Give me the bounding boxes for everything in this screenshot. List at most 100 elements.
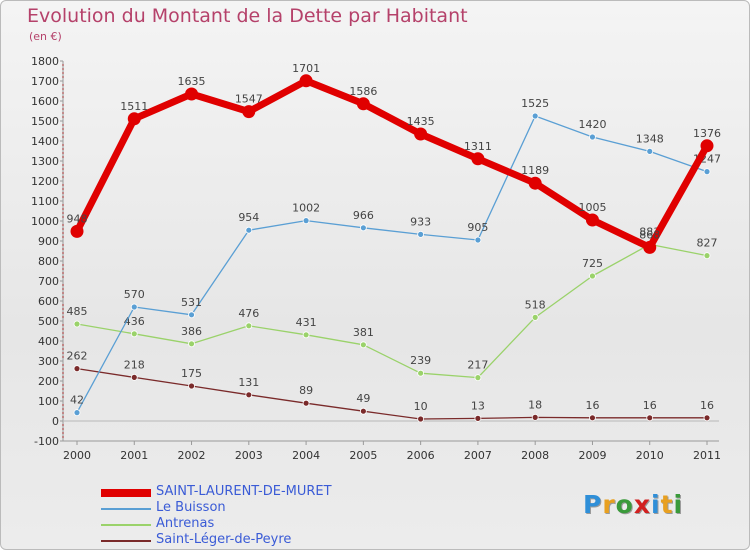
axes: -100 0 100 200 300 400 500 600 700 800 900 1000 1100… bbox=[31, 55, 721, 462]
data-point bbox=[417, 369, 425, 377]
data-point bbox=[528, 176, 542, 190]
legend-swatch-antrenas bbox=[101, 524, 151, 526]
logo-letter: i bbox=[673, 490, 684, 519]
data-point bbox=[70, 224, 84, 238]
legend-label-le-buisson: Le Buisson bbox=[156, 500, 226, 515]
y-tick-label: -100 bbox=[34, 435, 59, 448]
data-point bbox=[531, 313, 539, 321]
y-tick-label: 1500 bbox=[31, 115, 59, 128]
series-layer: 262 218 175 131 89 49 10 13 18 16 16 16 485 436 386 476… bbox=[67, 62, 721, 423]
data-point bbox=[703, 252, 711, 260]
data-label: 217 bbox=[467, 359, 488, 372]
data-label: 49 bbox=[356, 392, 370, 405]
data-label: 1586 bbox=[349, 85, 377, 98]
y-tick-label: 300 bbox=[38, 355, 59, 368]
y-tick-label: 700 bbox=[38, 275, 59, 288]
y-tick-label: 1600 bbox=[31, 95, 59, 108]
data-point bbox=[589, 133, 596, 141]
data-label: 948 bbox=[67, 212, 88, 225]
data-label: 966 bbox=[353, 209, 374, 222]
data-label: 1348 bbox=[636, 132, 664, 145]
data-point bbox=[188, 340, 195, 348]
data-label: 905 bbox=[467, 221, 488, 234]
data-point bbox=[245, 391, 253, 399]
series-0: 948 1511 1635 1547 1701 1586 1435 1311 1189 1005 8… bbox=[67, 62, 721, 254]
y-tick-label: 800 bbox=[38, 255, 59, 268]
logo-letter: P bbox=[583, 490, 603, 519]
chart-unit: (en €) bbox=[29, 30, 62, 43]
data-point bbox=[302, 331, 310, 339]
data-label: 239 bbox=[410, 354, 431, 367]
data-point bbox=[414, 127, 428, 141]
series-3: 262 218 175 131 89 49 10 13 18 16 16 16 bbox=[67, 350, 714, 423]
data-point bbox=[242, 105, 256, 119]
data-label: 1547 bbox=[235, 93, 263, 106]
data-label: 1420 bbox=[578, 118, 606, 131]
data-label: 476 bbox=[238, 307, 259, 320]
y-tick-label: 900 bbox=[38, 235, 59, 248]
data-point bbox=[531, 413, 539, 421]
data-point bbox=[245, 322, 253, 330]
data-label: 386 bbox=[181, 325, 202, 338]
data-label: 175 bbox=[181, 367, 202, 380]
x-tick-label: 2009 bbox=[578, 449, 606, 462]
data-point bbox=[646, 147, 654, 155]
data-label: 570 bbox=[124, 288, 145, 301]
x-tick-label: 2008 bbox=[521, 449, 549, 462]
legend-swatch-saint-laurent bbox=[101, 489, 151, 497]
y-tick-label: 500 bbox=[38, 315, 59, 328]
y-tick-label: 1400 bbox=[31, 135, 59, 148]
legend-label-saint-laurent: SAINT-LAURENT-DE-MURET bbox=[156, 484, 332, 499]
logo-letter: o bbox=[615, 490, 634, 519]
data-label: 262 bbox=[67, 350, 88, 363]
logo-letter: t bbox=[660, 490, 674, 519]
data-point bbox=[703, 168, 711, 176]
data-label: 16 bbox=[700, 399, 714, 412]
legend-label-saint-leger: Saint-Léger-de-Peyre bbox=[156, 532, 292, 547]
y-tick-label: 600 bbox=[38, 295, 59, 308]
data-label: 18 bbox=[528, 398, 542, 411]
data-point bbox=[585, 213, 599, 227]
y-tick-label: 1000 bbox=[31, 215, 59, 228]
data-label: 1376 bbox=[693, 127, 721, 140]
data-label: 218 bbox=[124, 358, 145, 371]
data-point bbox=[130, 330, 138, 338]
series-line bbox=[73, 77, 711, 251]
x-tick-label: 2004 bbox=[292, 449, 320, 462]
x-tick-label: 2003 bbox=[235, 449, 263, 462]
data-label: 954 bbox=[238, 211, 259, 224]
data-point bbox=[130, 303, 138, 311]
proxiti-logo: Proxiti bbox=[583, 490, 683, 519]
data-label: 531 bbox=[181, 296, 202, 309]
series-line bbox=[76, 115, 708, 413]
data-point bbox=[474, 374, 482, 382]
data-point bbox=[531, 112, 539, 120]
data-label: 1002 bbox=[292, 202, 320, 215]
y-tick-label: 100 bbox=[38, 395, 59, 408]
data-point bbox=[188, 311, 195, 319]
data-point bbox=[589, 414, 596, 422]
y-tick-label: 400 bbox=[38, 335, 59, 348]
data-point bbox=[73, 320, 81, 328]
y-tick-label: 1100 bbox=[31, 195, 59, 208]
y-tick-label: 0 bbox=[52, 415, 59, 428]
data-point bbox=[471, 152, 485, 166]
data-point bbox=[302, 217, 310, 225]
legend-swatch-le-buisson bbox=[101, 508, 151, 510]
data-point bbox=[359, 341, 367, 349]
data-point bbox=[299, 74, 313, 88]
data-point bbox=[73, 409, 81, 417]
data-point bbox=[359, 224, 367, 232]
data-label: 16 bbox=[585, 399, 599, 412]
data-label: 1511 bbox=[120, 100, 148, 113]
data-label: 485 bbox=[67, 305, 88, 318]
data-label: 381 bbox=[353, 326, 374, 339]
y-tick-label: 1300 bbox=[31, 155, 59, 168]
data-point bbox=[127, 112, 141, 126]
x-tick-label: 2007 bbox=[464, 449, 492, 462]
data-point bbox=[73, 365, 81, 373]
data-label: 10 bbox=[414, 400, 428, 413]
